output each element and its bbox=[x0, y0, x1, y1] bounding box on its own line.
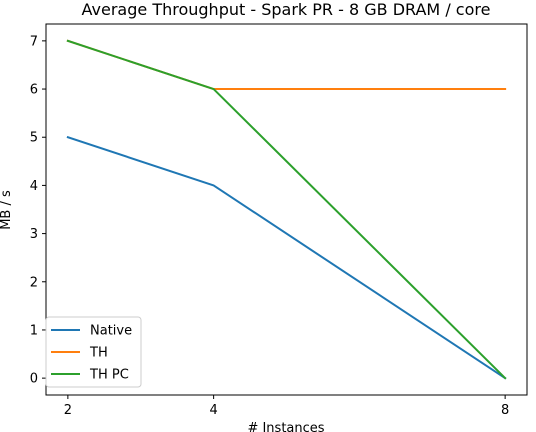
series-line-native bbox=[66, 135, 507, 380]
legend: Native TH TH PC bbox=[45, 316, 142, 388]
y-tick-label: 5 bbox=[30, 131, 38, 146]
y-tick-label: 4 bbox=[30, 179, 38, 194]
plot-frame bbox=[45, 23, 528, 396]
y-tick-label: 0 bbox=[30, 372, 38, 387]
plot-lines bbox=[66, 39, 507, 380]
legend-label: TH bbox=[89, 346, 108, 361]
y-axis-ticks: 0 1 2 3 4 5 6 7 bbox=[30, 34, 46, 387]
y-tick-label: 7 bbox=[30, 34, 38, 49]
series-line-th bbox=[66, 39, 507, 91]
legend-label: Native bbox=[90, 324, 132, 339]
y-tick-label: 6 bbox=[30, 83, 38, 98]
x-tick-label: 2 bbox=[64, 403, 72, 418]
y-tick-label: 1 bbox=[30, 323, 38, 338]
legend-label: TH PC bbox=[89, 368, 129, 383]
y-tick-label: 2 bbox=[30, 275, 38, 290]
y-tick-label: 3 bbox=[30, 227, 38, 242]
series-line-th-pc bbox=[66, 39, 507, 380]
x-tick-label: 8 bbox=[501, 403, 509, 418]
x-axis-label: # Instances bbox=[247, 421, 324, 432]
x-tick-label: 4 bbox=[209, 403, 217, 418]
chart-title: Average Throughput - Spark PR - 8 GB DRA… bbox=[82, 0, 491, 19]
y-axis-label: MB / s bbox=[0, 190, 14, 230]
legend-box bbox=[45, 316, 142, 388]
x-axis-ticks: 2 4 8 bbox=[64, 395, 509, 418]
